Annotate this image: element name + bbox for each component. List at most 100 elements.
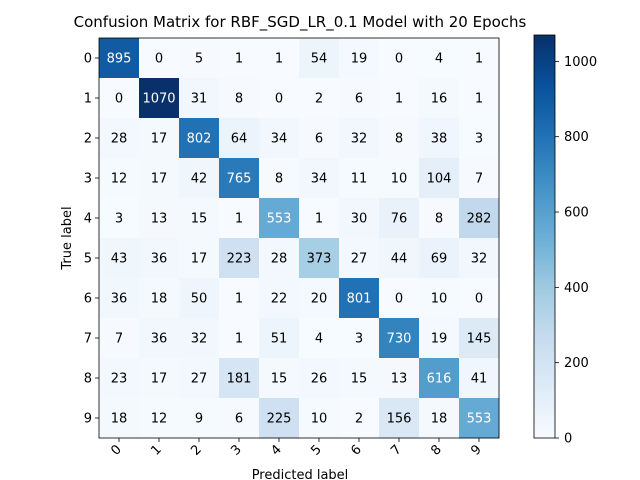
heatmap-cell <box>419 238 460 279</box>
cell-value-label: 2 <box>355 412 363 427</box>
heatmap-cell <box>99 38 140 79</box>
cell-value-label: 18 <box>111 412 128 427</box>
colorbar-tick-label: 600 <box>564 206 589 221</box>
cell-value-label: 181 <box>227 372 252 387</box>
cell-value-label: 7 <box>475 172 483 187</box>
colorbar-tick-label: 400 <box>564 281 589 296</box>
heatmap-cell <box>459 38 500 79</box>
heatmap-cell <box>299 238 340 279</box>
heatmap-cell <box>259 118 300 159</box>
cell-value-label: 36 <box>151 252 168 267</box>
heatmap-cell <box>259 38 300 79</box>
heatmap-cell <box>459 198 500 239</box>
cell-value-label: 6 <box>235 412 243 427</box>
heatmap-cell <box>99 398 140 439</box>
cell-value-label: 28 <box>111 132 128 147</box>
colorbar-tick-label: 1000 <box>564 55 597 70</box>
cell-value-label: 765 <box>227 172 252 187</box>
cell-value-label: 8 <box>395 132 403 147</box>
cell-value-label: 38 <box>431 132 448 147</box>
colorbar <box>533 34 556 439</box>
cell-value-label: 5 <box>195 52 203 67</box>
heatmap-cell <box>179 278 220 319</box>
x-tick-label: 5 <box>308 442 324 458</box>
heatmap-cell <box>299 318 340 359</box>
heatmap-cell <box>419 398 460 439</box>
cell-value-label: 1 <box>475 92 483 107</box>
heatmap-cell <box>379 158 420 199</box>
cell-value-label: 0 <box>115 92 123 107</box>
cell-value-label: 801 <box>347 292 372 307</box>
cell-value-label: 12 <box>111 172 128 187</box>
heatmap-cell <box>379 118 420 159</box>
heatmap-cell <box>379 358 420 399</box>
heatmap-cell <box>419 78 460 119</box>
cell-value-label: 1 <box>235 52 243 67</box>
heatmap-cell <box>219 238 260 279</box>
cell-value-label: 0 <box>475 292 483 307</box>
heatmap-cell <box>339 198 380 239</box>
heatmap-cell <box>299 38 340 79</box>
colorbar-ticks: 0 200 400 600 800 1000 <box>555 55 597 447</box>
colorbar-tick-label: 0 <box>564 432 572 447</box>
heatmap-cell <box>99 318 140 359</box>
heatmap-cell <box>459 118 500 159</box>
heatmap-cell <box>259 78 300 119</box>
heatmap-cell <box>459 78 500 119</box>
cell-value-label: 23 <box>111 372 128 387</box>
heatmap-cell <box>419 278 460 319</box>
heatmap-cell <box>139 38 180 79</box>
cell-value-label: 15 <box>191 212 208 227</box>
cell-value-label: 44 <box>391 252 408 267</box>
heatmap-cell <box>139 358 180 399</box>
cell-value-label: 10 <box>391 172 408 187</box>
heatmap-cell <box>139 318 180 359</box>
cell-value-label: 15 <box>271 372 288 387</box>
heatmap-cell <box>419 38 460 79</box>
cell-value-label: 51 <box>271 332 288 347</box>
heatmap-cell <box>459 238 500 279</box>
cell-value-label: 18 <box>431 412 448 427</box>
cell-value-label: 9 <box>195 412 203 427</box>
cell-value-label: 43 <box>111 252 128 267</box>
heatmap-cell <box>419 158 460 199</box>
cell-value-label: 36 <box>111 292 128 307</box>
heatmap-cell <box>139 238 180 279</box>
x-tick-label: 7 <box>388 442 404 458</box>
colorbar-tick-label: 800 <box>564 130 589 145</box>
heatmap-cell <box>259 198 300 239</box>
y-tick-label: 2 <box>84 132 92 147</box>
y-tick-label: 5 <box>84 252 92 267</box>
cell-value-label: 19 <box>431 332 448 347</box>
cell-value-label: 553 <box>267 212 292 227</box>
heatmap-cell <box>99 158 140 199</box>
x-tick-label: 1 <box>148 442 164 458</box>
heatmap-cell <box>339 78 380 119</box>
heatmap-cell <box>299 78 340 119</box>
heatmap-cell <box>219 358 260 399</box>
heatmap-cell <box>339 318 380 359</box>
heatmap-cell <box>179 118 220 159</box>
cell-value-label: 12 <box>151 412 168 427</box>
heatmap-cell <box>179 318 220 359</box>
y-axis-label: True label <box>60 206 75 270</box>
heatmap-cell <box>179 358 220 399</box>
heatmap-cell <box>259 358 300 399</box>
heatmap-cell <box>139 118 180 159</box>
cell-value-label: 8 <box>235 92 243 107</box>
heatmap-cell <box>419 118 460 159</box>
x-tick-label: 8 <box>428 442 444 458</box>
heatmap-cell <box>459 158 500 199</box>
heatmap-cell <box>259 318 300 359</box>
cell-value-label: 1 <box>275 52 283 67</box>
y-tick-label: 8 <box>84 372 92 387</box>
x-axis-label: Predicted label <box>252 468 349 480</box>
heatmap-cell <box>179 398 220 439</box>
cell-value-label: 27 <box>351 252 368 267</box>
cell-value-label: 1 <box>235 292 243 307</box>
cell-value-label: 76 <box>391 212 408 227</box>
cell-value-label: 19 <box>351 52 368 67</box>
cell-value-label: 17 <box>191 252 208 267</box>
heatmap-cell <box>379 278 420 319</box>
